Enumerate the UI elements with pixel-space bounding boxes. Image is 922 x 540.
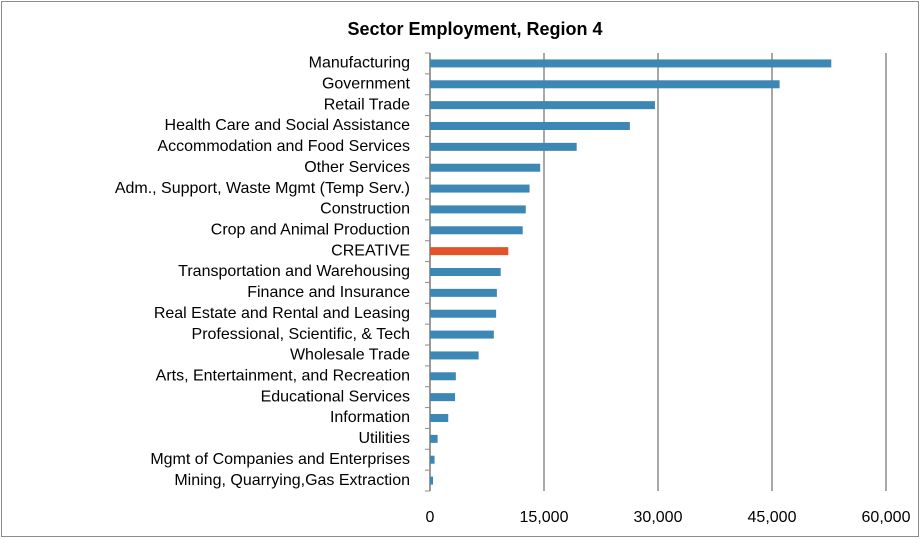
y-tick-label: Educational Services [261, 388, 410, 405]
bar [430, 434, 438, 443]
bar [430, 268, 501, 276]
bar [430, 330, 494, 339]
y-tick-label: Other Services [304, 159, 410, 176]
bar [430, 414, 449, 422]
y-tick-label: Professional, Scientific, & Tech [192, 326, 410, 343]
y-tick-label: Wholesale Trade [290, 347, 410, 364]
x-tick-label: 15,000 [520, 509, 569, 526]
bar [430, 372, 456, 381]
chart-title: Sector Employment, Region 4 [347, 19, 602, 39]
y-tick-label: Transportation and Warehousing [178, 263, 410, 280]
bar [430, 101, 655, 110]
y-tick-label: Mgmt of Companies and Enterprises [150, 451, 410, 468]
bar [430, 163, 541, 172]
bar [430, 351, 479, 360]
bar [430, 288, 497, 297]
bar [430, 247, 509, 256]
y-tick-label: Health Care and Social Assistance [165, 117, 411, 134]
bar [430, 309, 497, 318]
y-tick-label: Finance and Insurance [247, 284, 410, 301]
bar [430, 142, 577, 151]
y-tick-label: Accommodation and Food Services [157, 138, 410, 155]
bar [430, 59, 832, 68]
x-tick-label: 60,000 [862, 509, 911, 526]
x-tick-label: 30,000 [634, 509, 683, 526]
bar [430, 226, 523, 235]
x-tick-label: 45,000 [748, 509, 797, 526]
y-tick-label: Crop and Animal Production [211, 222, 410, 239]
bar [430, 476, 434, 485]
bar [430, 184, 530, 193]
y-tick-label: Real Estate and Rental and Leasing [154, 305, 410, 322]
y-tick-label: Government [322, 76, 411, 93]
y-tick-label: Utilities [358, 430, 410, 447]
y-tick-label: CREATIVE [331, 242, 410, 259]
y-tick-label: Adm., Support, Waste Mgmt (Temp Serv.) [115, 180, 410, 197]
y-tick-label: Construction [320, 201, 410, 218]
bar [430, 205, 526, 214]
bar [430, 122, 630, 130]
bar [430, 393, 456, 402]
y-tick-label: Arts, Entertainment, and Recreation [156, 368, 410, 385]
y-tick-label: Information [330, 409, 410, 426]
bar [430, 80, 780, 89]
y-tick-label: Manufacturing [309, 55, 410, 72]
bar [430, 455, 435, 464]
y-tick-label: Retail Trade [324, 96, 410, 113]
y-tick-label: Mining, Quarrying,Gas Extraction [174, 472, 410, 489]
x-tick-label: 0 [426, 509, 435, 526]
